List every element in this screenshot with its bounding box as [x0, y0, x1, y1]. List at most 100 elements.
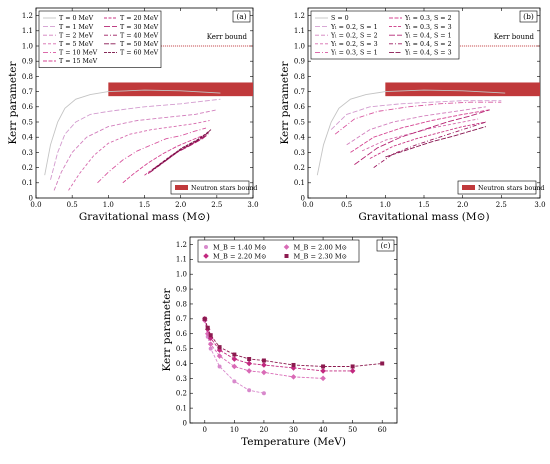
neutron-stars-band — [108, 82, 253, 97]
y-tick-label: 0 — [301, 194, 305, 202]
data-point — [208, 333, 213, 338]
y-tick-label: 0.6 — [176, 330, 188, 338]
x-tick-label: 0.0 — [302, 201, 313, 209]
series-5 — [350, 109, 490, 153]
kerr-bound-label: Kerr bound — [494, 33, 535, 41]
legend-entry: Yₗ = 0.2, S = 3 — [330, 41, 378, 48]
series-line — [316, 89, 506, 176]
x-tick-label: 2.5 — [211, 201, 222, 209]
data-point — [247, 357, 252, 362]
data-point — [246, 360, 252, 367]
legend-entry: M_B = 2.30 M⊙ — [294, 252, 348, 260]
legend-marker — [284, 254, 289, 258]
data-point — [217, 364, 222, 369]
x-tick-label: 0.5 — [341, 201, 352, 209]
y-tick-label: 0.1 — [22, 179, 33, 187]
legend-entry: T = 0 MeV — [59, 15, 94, 22]
legend-box — [197, 239, 360, 263]
y-tick-label: 1.0 — [22, 42, 33, 50]
series-1 — [50, 98, 221, 180]
y-tick-label: 1.1 — [176, 256, 187, 264]
kerr-bound-label: Kerr bound — [207, 33, 248, 41]
data-point — [216, 347, 223, 353]
x-tick-label: 1.5 — [139, 201, 150, 209]
series-line — [44, 89, 221, 176]
y-tick-label: 0 — [29, 194, 33, 202]
ns-legend-label: Neutron stars bound — [478, 185, 544, 192]
panel-tag-box — [519, 10, 538, 23]
y-tick-label: 1.2 — [176, 241, 187, 249]
series-line — [330, 100, 502, 130]
ns-legend-box — [170, 180, 250, 195]
series-line — [334, 101, 502, 135]
y-tick-label: 1.0 — [176, 271, 187, 279]
series-line — [150, 132, 210, 173]
data-point — [261, 369, 267, 376]
series-3 — [68, 120, 210, 191]
y-tick-label: 0.9 — [294, 58, 305, 66]
y-tick-label: 1.0 — [294, 42, 305, 50]
data-point — [205, 325, 210, 330]
legend-entry: T = 60 MeV — [120, 50, 159, 57]
x-tick-label: 20 — [259, 426, 268, 434]
series-1 — [330, 100, 502, 130]
data-point — [246, 368, 252, 374]
y-tick-label: 0.2 — [22, 164, 33, 172]
x-axis-label: Temperature (MeV) — [241, 436, 346, 448]
neutron-stars-band — [385, 82, 540, 97]
panel-tag: (a) — [236, 12, 246, 21]
y-tick-label: 0.3 — [294, 149, 305, 157]
ns-legend-label: Neutron stars bound — [191, 185, 257, 192]
y-tick-label: 1.2 — [22, 12, 33, 20]
data-point — [217, 345, 222, 350]
x-tick-label: 1.5 — [418, 201, 429, 209]
x-tick-label: 0.0 — [30, 201, 41, 209]
series-8 — [373, 121, 487, 168]
legend-entry: Yₗ = 0.3, S = 3 — [404, 24, 452, 31]
legend-entry: Yₗ = 0.3, S = 2 — [404, 15, 452, 22]
legend-entry: T = 50 MeV — [120, 41, 159, 48]
panel-tag: (c) — [380, 241, 390, 250]
series-line — [373, 121, 487, 168]
series-line — [354, 109, 490, 165]
x-tick-label: 10 — [230, 426, 239, 434]
legend-entry: S = 0 — [331, 15, 349, 22]
series-4 — [97, 127, 207, 184]
data-point — [261, 391, 266, 396]
y-tick-label: 0.4 — [294, 134, 306, 142]
legend-marker — [203, 253, 209, 259]
x-tick-label: 1.0 — [380, 201, 391, 209]
data-point — [231, 356, 238, 362]
series-4 — [334, 101, 502, 135]
y-tick-label: 0.1 — [176, 405, 187, 413]
data-point — [349, 368, 356, 374]
y-tick-label: 0.3 — [176, 375, 187, 383]
x-tick-label: 1.0 — [103, 201, 114, 209]
data-point — [232, 352, 237, 357]
legend-entry: T = 10 MeV — [59, 50, 98, 57]
series-line — [346, 106, 486, 146]
series-5 — [122, 133, 207, 184]
data-point — [208, 346, 213, 351]
data-point — [320, 368, 326, 374]
x-tick-label: 3.0 — [247, 201, 258, 209]
panel-2: 0 0.1 0.2 0.3 0.4 0.5 0.6 0.7 0.8 0.9 1.0 1.1 1.2 0 10… — [161, 236, 398, 448]
legend-entry: Yₗ = 0.2, S = 2 — [330, 32, 378, 39]
ns-legend-swatch — [462, 185, 475, 190]
legend: S = 0 Yₗ = 0.2, S = 1Yₗ = 0.2, S = 2 Yₗ = … — [310, 10, 460, 60]
plot-frame — [189, 236, 398, 424]
x-axis-label: Gravitational mass (M⊙) — [358, 211, 489, 223]
series-7 — [354, 109, 490, 165]
x-axis-label: Gravitational mass (M⊙) — [79, 211, 210, 223]
data-point — [247, 388, 252, 393]
series-2 — [53, 109, 217, 191]
legend-entry: T = 1 MeV — [59, 24, 94, 31]
y-tick-label: 0.8 — [22, 73, 33, 81]
series-line — [152, 129, 212, 170]
y-axis-label: Kerr parameter — [7, 61, 19, 145]
legend-marker — [283, 244, 290, 250]
legend-entry: M_B = 2.20 M⊙ — [213, 252, 267, 260]
data-point — [350, 364, 355, 369]
series-10 — [152, 129, 212, 170]
